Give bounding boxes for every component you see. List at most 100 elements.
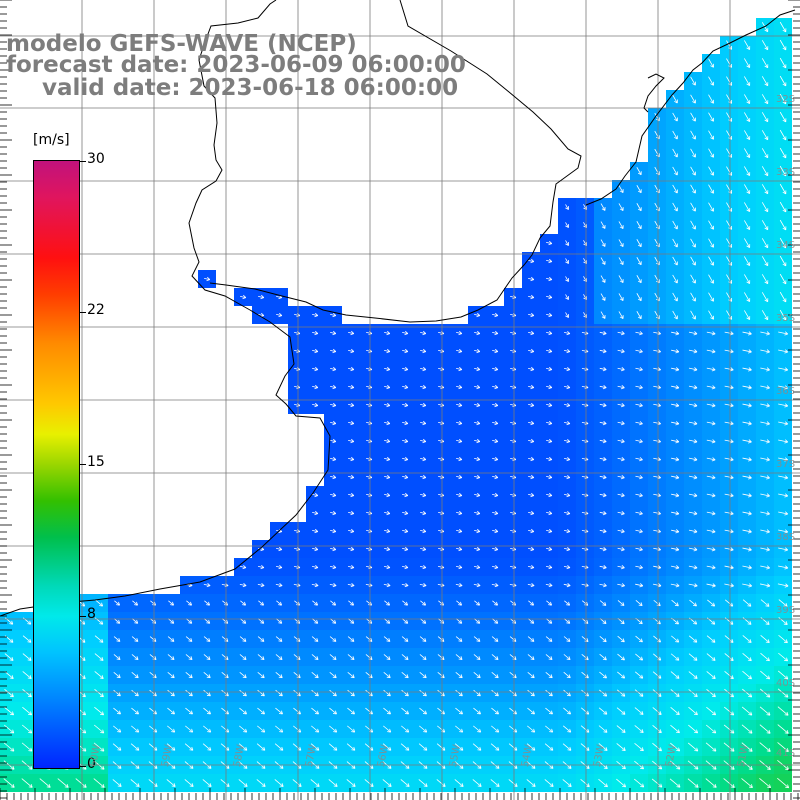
wind-arrow-head <box>746 280 751 284</box>
wind-arrow-head <box>423 764 428 769</box>
wind-arrow <box>654 292 660 302</box>
wind-arrow <box>131 725 139 733</box>
wind-arrow-head <box>530 692 535 697</box>
wind-arrow-head <box>692 81 696 86</box>
wind-arrow-head <box>315 764 320 769</box>
wind-arrow <box>760 403 770 407</box>
wind-arrow <box>565 294 569 300</box>
wind-arrow <box>617 511 625 515</box>
wind-arrow-head <box>764 208 769 213</box>
wind-arrow <box>690 292 696 302</box>
wind-arrow-head <box>782 28 787 33</box>
wind-arrow <box>419 654 427 660</box>
wind-arrow <box>437 725 445 733</box>
wind-arrow <box>546 296 552 298</box>
wind-arrow <box>690 310 696 320</box>
wind-arrow <box>401 689 409 697</box>
wind-arrow-head <box>746 136 751 140</box>
wind-arrow-head <box>784 729 789 734</box>
wind-arrow-head <box>746 298 751 302</box>
wind-arrow-head <box>675 656 680 661</box>
wind-arrow-head <box>766 529 770 534</box>
wind-arrow-head <box>494 366 499 372</box>
wind-arrow <box>455 707 463 715</box>
wind-arrow <box>348 350 354 352</box>
wind-arrow-head <box>710 279 714 284</box>
wind-arrow <box>4 671 14 679</box>
wind-arrow <box>347 583 355 587</box>
wind-arrow-head <box>620 367 625 372</box>
wind-arrow <box>492 350 498 352</box>
wind-arrow <box>726 76 732 86</box>
wind-arrow <box>779 237 787 249</box>
wind-arrow-head <box>766 675 771 680</box>
wind-arrow-head <box>674 189 678 194</box>
wind-arrow-head <box>243 746 248 751</box>
wind-arrow <box>238 779 248 787</box>
wind-arrow <box>402 404 408 406</box>
wind-arrow-head <box>674 315 678 320</box>
wind-arrow <box>546 350 552 352</box>
wind-arrow-head <box>530 601 534 606</box>
wind-arrow <box>474 314 480 316</box>
wind-arrow <box>670 724 680 734</box>
wind-arrow-head <box>784 583 789 588</box>
wind-arrow <box>402 548 408 550</box>
wind-arrow-head <box>637 171 642 176</box>
wind-arrow <box>185 707 193 715</box>
wind-arrow-head <box>639 711 644 715</box>
wind-arrow-head <box>459 746 464 751</box>
wind-arrow <box>724 688 734 698</box>
wind-arrow-head <box>784 693 789 698</box>
wind-arrow-head <box>784 421 789 426</box>
wind-arrow-head <box>243 710 247 715</box>
wind-arrow <box>598 743 608 751</box>
wind-arrow <box>527 654 535 660</box>
wind-arrow <box>708 166 714 176</box>
wind-arrow-head <box>746 316 751 320</box>
wind-arrow <box>167 671 175 679</box>
wind-arrow <box>777 670 789 680</box>
wind-arrow <box>690 184 696 194</box>
wind-arrow <box>688 565 698 569</box>
wind-arrow <box>742 421 752 425</box>
wind-arrow-head <box>296 674 301 679</box>
wind-arrow-head <box>712 747 717 752</box>
wind-arrow <box>654 184 660 194</box>
wind-arrow <box>203 725 211 733</box>
wind-arrow-head <box>386 510 391 516</box>
wind-arrow-head <box>314 510 319 516</box>
wind-arrow-head <box>332 330 337 336</box>
wind-arrow-head <box>100 729 105 734</box>
wind-arrow-head <box>530 294 535 300</box>
wind-arrow <box>617 457 625 461</box>
wind-arrow <box>600 221 606 229</box>
wind-arrow <box>330 386 336 388</box>
wind-arrow-head <box>784 657 789 662</box>
wind-arrow <box>455 689 463 697</box>
wind-arrow-head <box>766 766 771 770</box>
wind-arrow <box>546 278 552 280</box>
wind-arrow <box>329 636 337 642</box>
wind-arrow-head <box>28 747 33 752</box>
wind-arrow <box>581 636 589 642</box>
wind-arrow <box>778 439 788 443</box>
wind-arrow <box>22 688 32 698</box>
wind-arrow <box>653 565 661 569</box>
wind-arrow <box>383 654 391 660</box>
wind-arrow-head <box>459 710 463 715</box>
wind-arrow-head <box>476 692 481 697</box>
wind-arrow <box>581 689 589 697</box>
wind-arrow-head <box>693 638 698 643</box>
wind-arrow-head <box>549 764 554 769</box>
wind-arrow-head <box>476 366 481 372</box>
wind-arrow <box>454 779 464 787</box>
wind-arrow-head <box>711 602 716 607</box>
wind-arrow-head <box>694 729 699 734</box>
wind-arrow <box>39 778 51 788</box>
wind-arrow-head <box>459 764 464 769</box>
wind-arrow <box>616 743 626 751</box>
wind-arrow-head <box>602 457 607 462</box>
wind-arrow-head <box>748 457 752 462</box>
wind-arrow-head <box>242 656 247 660</box>
